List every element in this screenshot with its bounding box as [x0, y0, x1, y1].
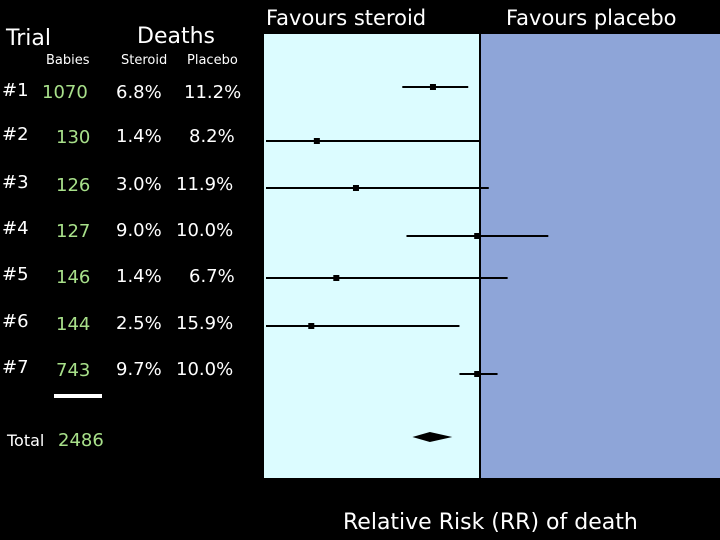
trial-babies: 130: [56, 127, 91, 148]
trial-placebo-pct: 8.2%: [189, 126, 235, 147]
header-trial: Trial: [6, 26, 51, 51]
trial-steroid-pct: 6.8%: [116, 82, 162, 103]
trial-steroid-pct: 9.0%: [116, 220, 162, 241]
point-estimate: [313, 138, 320, 144]
trial-steroid-pct: 9.7%: [116, 359, 162, 380]
x-tick-label: 1: [475, 479, 485, 497]
pooled-diamond: [412, 432, 453, 442]
sum-rule: [54, 394, 102, 398]
trial-label: #4: [2, 218, 29, 239]
header-placebo: Placebo: [187, 53, 238, 68]
trial-babies: 126: [56, 175, 91, 196]
trial-placebo-pct: 11.2%: [184, 82, 242, 103]
trial-steroid-pct: 2.5%: [116, 313, 162, 334]
trial-placebo-pct: 11.9%: [176, 174, 234, 195]
trial-babies: 743: [56, 360, 91, 381]
favours-placebo-region: [480, 34, 720, 478]
trial-label: #7: [2, 357, 29, 378]
point-estimate: [474, 233, 481, 239]
trial-steroid-pct: 1.4%: [116, 266, 162, 287]
trial-steroid-pct: 1.4%: [116, 126, 162, 147]
trial-placebo-pct: 15.9%: [176, 313, 234, 334]
x-axis-label: Relative Risk (RR) of death: [343, 510, 638, 535]
trial-placebo-pct: 10.0%: [176, 220, 234, 241]
trial-babies: 146: [56, 267, 91, 288]
trial-label: #1: [2, 80, 29, 101]
total-label: Total: [7, 431, 45, 450]
trial-placebo-pct: 6.7%: [189, 266, 235, 287]
x-axis-strip: [306, 478, 642, 508]
favours-placebo-label: Favours placebo: [506, 6, 677, 30]
trial-babies: 127: [56, 221, 91, 242]
header-steroid: Steroid: [121, 53, 168, 68]
header-babies: Babies: [46, 53, 90, 68]
trial-label: #3: [2, 172, 29, 193]
trial-steroid-pct: 3.0%: [116, 174, 162, 195]
favours-steroid-region: [264, 34, 480, 478]
trial-babies: 144: [56, 314, 91, 335]
header-deaths: Deaths: [137, 24, 215, 49]
x-tick-label: 0.5: [404, 479, 428, 497]
x-tick-label: 2: [539, 479, 549, 497]
point-estimate: [333, 275, 340, 281]
favours-steroid-label: Favours steroid: [266, 6, 427, 30]
point-estimate: [308, 323, 315, 329]
trial-label: #2: [2, 124, 29, 145]
point-estimate: [352, 185, 359, 191]
trial-label: #6: [2, 311, 29, 332]
point-estimate: [474, 371, 481, 377]
x-tick-label: 10: [682, 479, 701, 497]
point-estimate: [429, 84, 436, 90]
trial-label: #5: [2, 264, 29, 285]
total-babies: 2486: [58, 430, 104, 451]
trial-babies: 1070: [42, 82, 88, 103]
trial-placebo-pct: 10.0%: [176, 359, 234, 380]
x-tick-label: 0.1: [256, 479, 280, 497]
